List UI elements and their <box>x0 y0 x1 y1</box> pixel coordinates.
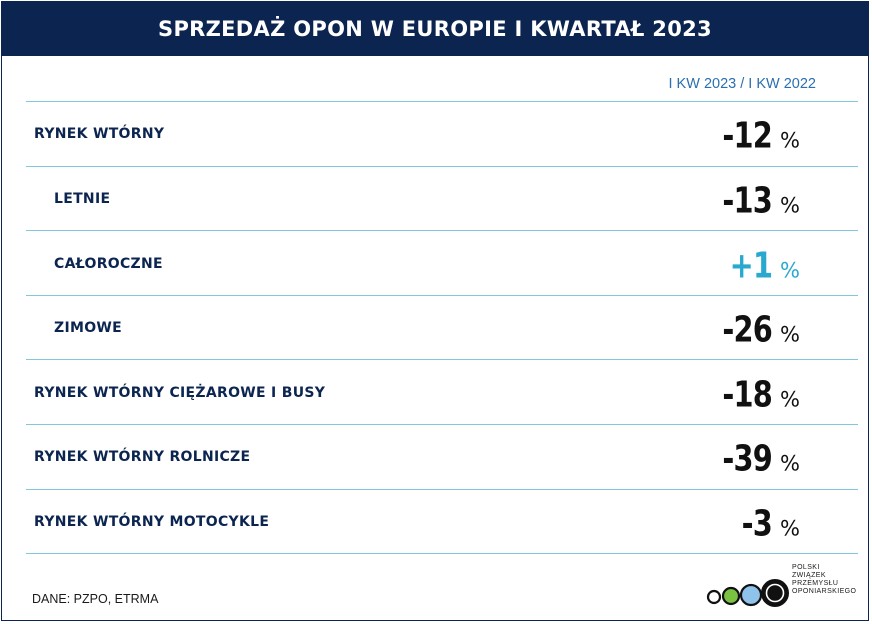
row-label: LETNIE <box>54 190 111 207</box>
row-label: RYNEK WTÓRNY CIĘŻAROWE I BUSY <box>34 384 326 401</box>
row-label: CAŁOROCZNE <box>54 255 163 272</box>
row-value: -3 <box>741 503 773 545</box>
row-value: -26 <box>722 309 772 351</box>
row-unit: % <box>780 322 800 347</box>
logo-line: OPONIARSKIEGO <box>792 588 857 595</box>
logo-line: PRZEMYSŁU <box>792 580 839 587</box>
logo-line: POLSKI <box>792 564 820 571</box>
logo-line: ZWIĄZEK <box>792 572 826 579</box>
row-separator <box>26 488 858 490</box>
row-value: -18 <box>722 374 772 416</box>
row-unit: % <box>780 387 800 412</box>
pzpo-logo: POLSKI ZWIĄZEK PRZEMYSŁU OPONIARSKIEGO <box>706 564 856 610</box>
row-label: RYNEK WTÓRNY MOTOCYKLE <box>34 513 270 530</box>
row-label: RYNEK WTÓRNY ROLNICZE <box>34 449 251 466</box>
row-separator <box>26 101 858 102</box>
row-unit: % <box>780 128 800 153</box>
row-unit: % <box>780 516 800 541</box>
row-value: +1 <box>729 245 772 286</box>
column-header: I KW 2023 / I KW 2022 <box>668 76 817 92</box>
logo-text: POLSKI ZWIĄZEK PRZEMYSŁU OPONIARSKIEGO <box>792 564 856 596</box>
row-separator <box>26 230 858 232</box>
row-separator <box>26 165 858 167</box>
row-separator <box>26 294 858 296</box>
chart-title: SPRZEDAŻ OPON W EUROPIE I KWARTAŁ 2023 <box>2 2 868 56</box>
row-unit: % <box>780 451 800 476</box>
row-value: -12 <box>722 115 772 157</box>
source-note: DANE: PZPO, ETRMA <box>32 592 159 606</box>
row-label: RYNEK WTÓRNY <box>34 126 165 143</box>
row-unit: % <box>780 193 800 218</box>
logo-circles-icon <box>706 579 789 607</box>
row-unit: % <box>780 257 800 282</box>
row-separator <box>26 359 858 361</box>
row-value: -39 <box>722 438 772 480</box>
row-label: ZIMOWE <box>54 320 122 337</box>
row-separator <box>26 553 858 555</box>
row-separator <box>26 424 858 425</box>
row-value: -13 <box>722 180 772 222</box>
